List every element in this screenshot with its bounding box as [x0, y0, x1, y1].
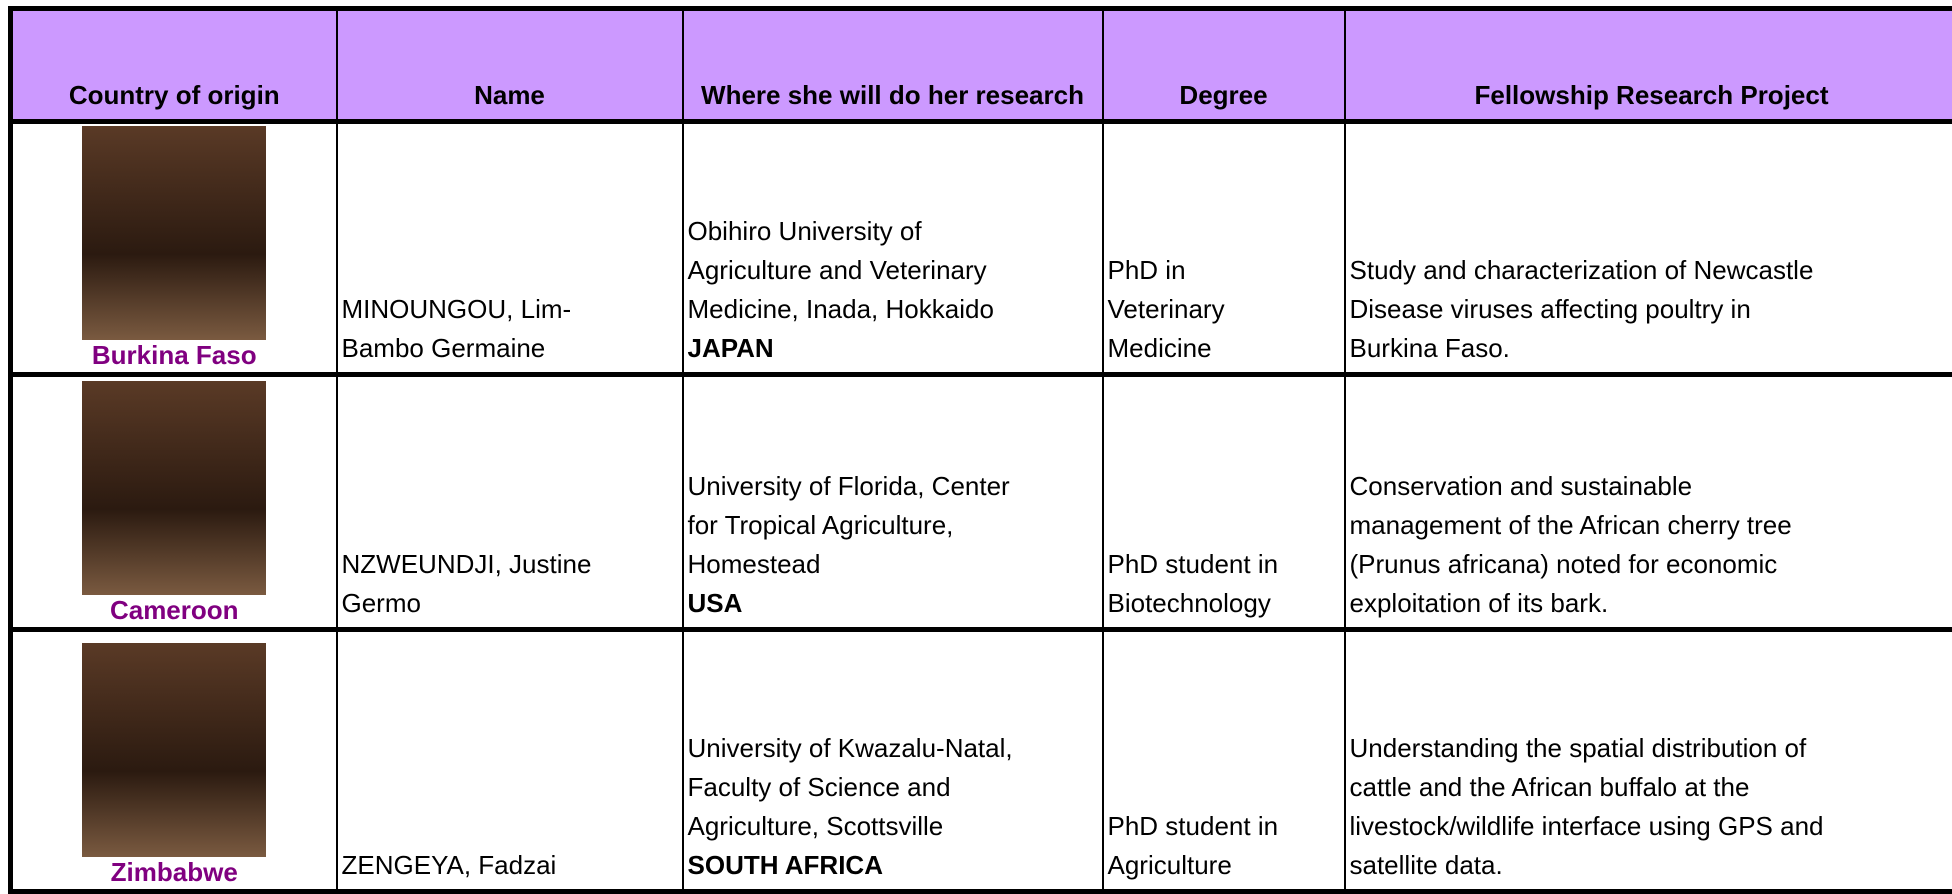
degree: PhD student in — [1108, 545, 1340, 584]
institution: University of Kwazalu-Natal, — [688, 729, 1098, 768]
country-name: Zimbabwe — [13, 857, 336, 887]
project: Burkina Faso. — [1350, 329, 1952, 368]
project: Conservation and sustainable — [1350, 467, 1952, 506]
column-header: Where she will do her research — [683, 9, 1103, 122]
project: cattle and the African buffalo at the — [1350, 768, 1952, 807]
column-header: Name — [337, 9, 683, 122]
name: NZWEUNDJI, Justine — [342, 545, 678, 584]
column-header: Country of origin — [11, 9, 337, 122]
photo — [82, 126, 266, 340]
project: (Prunus africana) noted for economic — [1350, 545, 1952, 584]
project: exploitation of its bark. — [1350, 584, 1952, 623]
degree: Agriculture — [1108, 846, 1340, 885]
institution: University of Florida, Center — [688, 467, 1098, 506]
host-country: JAPAN — [688, 329, 1098, 368]
column-header: Degree — [1103, 9, 1345, 122]
project: livestock/wildlife interface using GPS a… — [1350, 807, 1952, 846]
name: Germo — [342, 584, 678, 623]
institution: for Tropical Agriculture, — [688, 506, 1098, 545]
institution: Medicine, Inada, Hokkaido — [688, 290, 1098, 329]
country-cell: Burkina Faso — [11, 122, 337, 375]
institution: Agriculture, Scottsville — [688, 807, 1098, 846]
degree: PhD in — [1108, 251, 1340, 290]
degree: PhD student in — [1108, 807, 1340, 846]
project: management of the African cherry tree — [1350, 506, 1952, 545]
host-country: SOUTH AFRICA — [688, 846, 1098, 885]
name: Bambo Germaine — [342, 329, 678, 368]
institution: Faculty of Science and — [688, 768, 1098, 807]
country-cell: Cameroon — [11, 375, 337, 630]
name: MINOUNGOU, Lim- — [342, 290, 678, 329]
name-cell: ZENGEYA, Fadzai — [337, 630, 683, 892]
degree: Medicine — [1108, 329, 1340, 368]
name-cell: MINOUNGOU, Lim-Bambo Germaine — [337, 122, 683, 375]
institution: Obihiro University of — [688, 212, 1098, 251]
degree: Veterinary — [1108, 290, 1340, 329]
name: ZENGEYA, Fadzai — [342, 846, 678, 885]
project: Study and characterization of Newcastle — [1350, 251, 1952, 290]
institution: Homestead — [688, 545, 1098, 584]
country-cell: Zimbabwe — [11, 630, 337, 892]
institution: Agriculture and Veterinary — [688, 251, 1098, 290]
project: Disease viruses affecting poultry in — [1350, 290, 1952, 329]
project: satellite data. — [1350, 846, 1952, 885]
photo — [82, 643, 266, 857]
column-header: Fellowship Research Project — [1345, 9, 1952, 122]
institution-cell: University of Kwazalu-Natal,Faculty of S… — [683, 630, 1103, 892]
photo — [82, 381, 266, 595]
project: Understanding the spatial distribution o… — [1350, 729, 1952, 768]
country-name: Burkina Faso — [13, 340, 336, 370]
host-country: USA — [688, 584, 1098, 623]
degree: Biotechnology — [1108, 584, 1340, 623]
project-cell: Understanding the spatial distribution o… — [1345, 630, 1952, 892]
country-name: Cameroon — [13, 595, 336, 625]
